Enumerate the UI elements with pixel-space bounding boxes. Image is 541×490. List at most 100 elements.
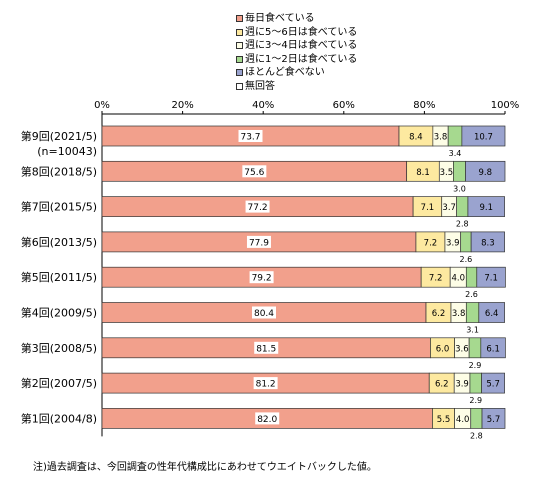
data-label: 3.9	[446, 238, 460, 248]
data-label-bg	[249, 271, 274, 284]
legend-swatch	[236, 69, 243, 77]
data-label: 8.1	[416, 168, 430, 178]
category-label: 第2回(2007/5)	[21, 376, 97, 390]
category-label: 第8回(2018/5)	[21, 164, 97, 178]
legend-swatch	[236, 28, 243, 36]
data-label: 2.9	[469, 361, 482, 370]
data-label: 3.4	[449, 149, 462, 158]
data-label: 5.7	[486, 380, 500, 390]
x-tick-label: 100%	[491, 100, 520, 111]
x-tick-label: 80%	[413, 100, 435, 111]
data-label-bg	[242, 165, 267, 178]
bar-segment	[460, 231, 472, 253]
data-label: 75.6	[244, 168, 264, 178]
legend-item: 毎日食べている	[236, 12, 357, 26]
data-label-bg	[255, 412, 280, 425]
data-label: 3.9	[455, 380, 469, 390]
data-label-bg	[246, 235, 271, 248]
data-label: 7.2	[429, 274, 443, 284]
category-label: 第9回(2021/5)	[21, 129, 97, 143]
data-label: 81.2	[256, 380, 276, 390]
legend-item: 無回答	[236, 80, 357, 94]
bar-segment	[481, 372, 505, 394]
data-label: 6.0	[436, 344, 450, 354]
category-label: 第4回(2009/5)	[21, 306, 97, 320]
data-label: 7.1	[484, 274, 498, 284]
data-label: 2.8	[456, 220, 469, 229]
category-label: 第5回(2011/5)	[21, 270, 97, 284]
legend-swatch	[236, 15, 243, 23]
legend: 毎日食べている週に5～6日は食べている 週に3～4日は食べている 週に1～2日は食べ…	[236, 12, 357, 93]
bar-segment	[467, 196, 505, 217]
data-label: 82.0	[257, 415, 277, 425]
legend-swatch	[236, 55, 243, 63]
footnote: 注)過去調査は、今回調査の性年代構成比にあわせてウエイトバックした値。	[33, 462, 377, 473]
data-label: 3.8	[452, 309, 466, 319]
legend-label: ほとんど食べない	[245, 67, 325, 78]
x-tick-label: 20%	[171, 100, 193, 111]
data-label: 80.4	[254, 309, 274, 319]
legend-item: 週に5～6日は食べている	[236, 26, 357, 40]
bar-segment	[478, 302, 505, 323]
data-label-bg	[245, 200, 270, 213]
data-label: 6.4	[485, 309, 499, 319]
bar-segment	[469, 372, 482, 394]
data-label: 5.5	[437, 415, 451, 425]
legend-label: 週に5～6日は食べている	[245, 26, 358, 38]
category-label: 第3回(2008/5)	[21, 341, 97, 355]
legend-item: 週に3～4日は食べている	[236, 39, 357, 53]
data-label: 9.1	[479, 203, 493, 213]
data-label: 77.9	[249, 238, 269, 248]
legend-label: 毎日食べている	[245, 13, 315, 24]
data-label: 4.0	[451, 274, 465, 284]
legend-label: 週に1～2日は食べている	[245, 53, 358, 65]
data-label-bg	[252, 306, 277, 319]
data-label: 10.7	[474, 133, 493, 143]
x-tick-label: 60%	[333, 100, 355, 111]
bar-segment	[465, 266, 478, 288]
data-label: 3.7	[442, 203, 456, 213]
legend-swatch	[236, 42, 243, 50]
data-label: 3.6	[455, 344, 469, 354]
x-tick-label: 40%	[252, 100, 274, 111]
data-label-bg	[253, 377, 278, 390]
data-label: 79.2	[252, 274, 272, 284]
data-label: 3.1	[466, 326, 479, 335]
bar-segment	[447, 125, 463, 147]
data-label: 6.1	[486, 344, 500, 354]
bar-segment	[468, 337, 482, 359]
data-label-bg	[238, 130, 263, 142]
category-label: 第6回(2013/5)	[21, 235, 97, 249]
data-label: 2.8	[470, 431, 483, 440]
category-label: 第7回(2015/5)	[21, 200, 97, 214]
data-label: 6.2	[435, 380, 449, 390]
data-label: 81.5	[256, 344, 276, 354]
bar-segment	[480, 337, 506, 359]
x-tick-label: 0%	[94, 100, 110, 111]
bar-segment	[465, 302, 480, 323]
data-label: 2.6	[460, 255, 473, 264]
bar-segment	[470, 408, 483, 429]
bar-segment	[476, 266, 506, 288]
data-label: 9.8	[478, 168, 492, 178]
bar-segment	[481, 408, 506, 429]
category-sublabel: (n=10043)	[37, 145, 97, 158]
data-label: 2.6	[465, 290, 478, 299]
legend-swatch	[236, 82, 243, 90]
data-label-bg	[254, 341, 279, 354]
legend-item: 週に1～2日は食べている	[236, 53, 357, 67]
bar-segment	[456, 196, 469, 217]
category-label: 第1回(2004/8)	[21, 411, 97, 425]
data-label: 8.3	[481, 238, 495, 248]
data-label: 73.7	[240, 133, 260, 143]
data-label: 6.2	[432, 309, 446, 319]
data-label: 3.5	[440, 168, 454, 178]
data-label: 3.8	[434, 133, 448, 143]
data-label: 5.7	[487, 415, 501, 425]
data-label: 7.1	[421, 203, 435, 213]
legend-label: 週に3～4日は食べている	[245, 40, 358, 51]
data-label: 3.0	[453, 184, 466, 193]
bar-segment	[465, 160, 506, 182]
legend-item: ほとんど食べない	[236, 66, 357, 80]
